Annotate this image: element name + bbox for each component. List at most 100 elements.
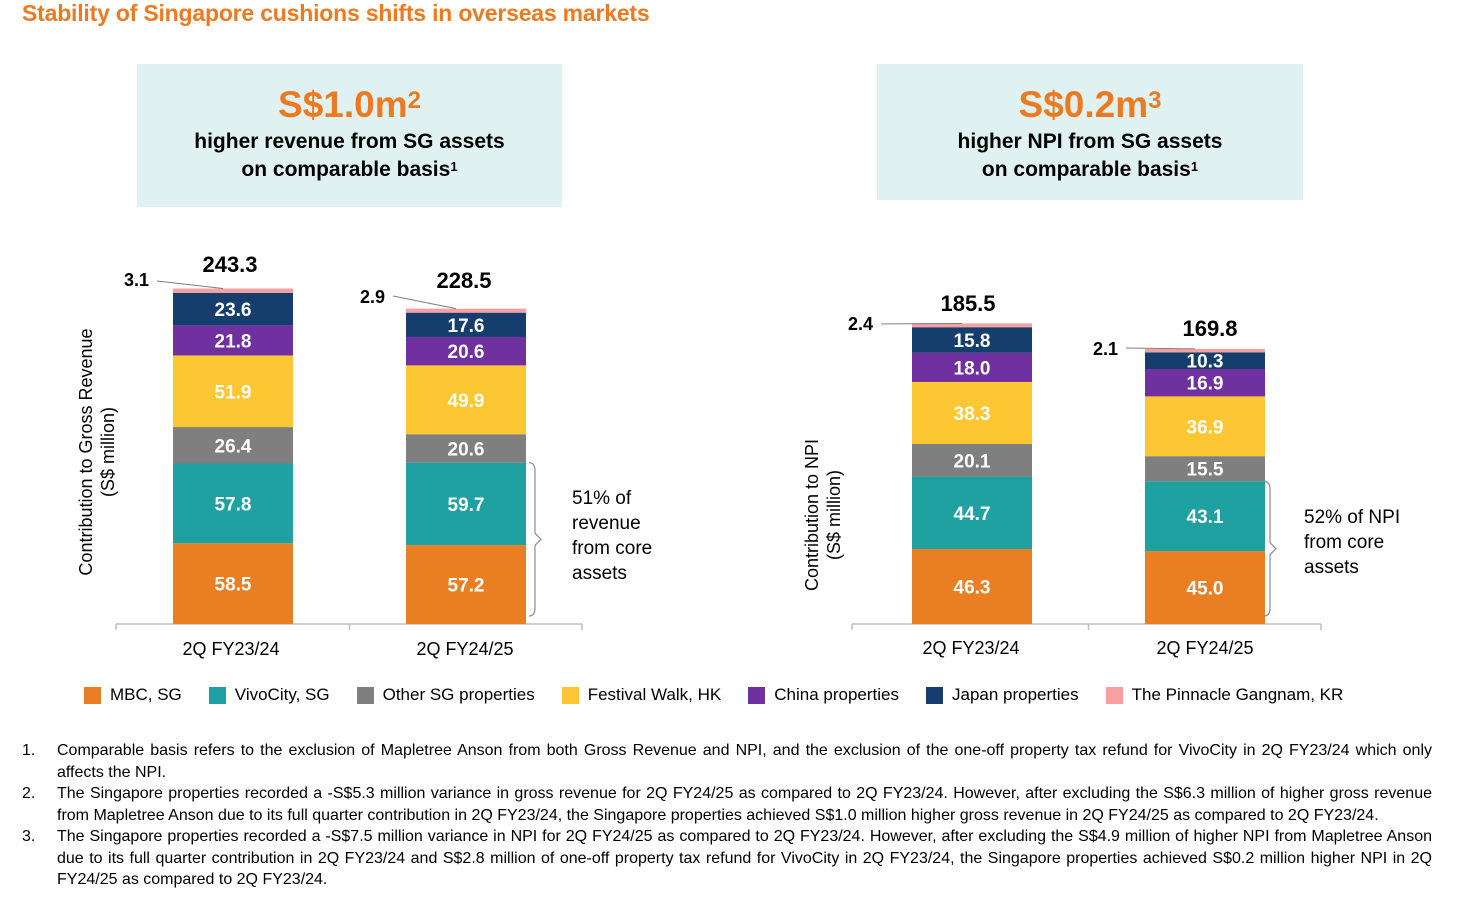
legend-label: China properties (774, 685, 899, 704)
x-category-label: 2Q FY24/25 (1156, 638, 1253, 658)
leader-line (880, 322, 963, 325)
segment-value-label: 20.6 (448, 342, 485, 363)
revenue-amount-footnote-ref: 2 (407, 87, 421, 114)
npi-callout-line1: higher NPI from SG assets (957, 130, 1223, 153)
footnote-2: 2. The Singapore properties recorded a -S… (22, 783, 1432, 826)
footnote-number: 3. (22, 828, 36, 845)
revenue-amount-text: S$1.0m (278, 84, 408, 125)
core-assets-note: from core (572, 538, 652, 559)
segment-value-label: 20.6 (448, 439, 485, 460)
legend-item: Japan properties (925, 685, 1079, 705)
segment-value-label: 38.3 (954, 404, 991, 425)
legend-label: VivoCity, SG (234, 685, 330, 704)
legend-label: Festival Walk, HK (587, 685, 722, 704)
segment-value-label: 18.0 (954, 358, 991, 379)
segment-value-label: 57.2 (448, 576, 485, 597)
bar-segment (1145, 348, 1265, 353)
npi-callout-line2-text: on comparable basis (981, 158, 1191, 181)
leader-line (1125, 347, 1196, 350)
bar-segment (173, 292, 293, 326)
core-assets-note: revenue (572, 513, 641, 534)
leader-line (156, 280, 224, 290)
bar-total-label: 169.8 (1182, 316, 1237, 341)
x-category-label: 2Q FY23/24 (182, 639, 279, 659)
legend-swatch (561, 686, 579, 704)
bar-segment (173, 325, 293, 356)
core-assets-note: assets (572, 563, 627, 584)
bar-segment (173, 288, 293, 293)
bar-segment (406, 312, 526, 337)
segment-value-label: 21.8 (215, 331, 252, 352)
legend-swatch (748, 686, 766, 704)
segment-value-label: 46.3 (954, 577, 991, 598)
revenue-callout: S$1.0m2 higher revenue from SG assets on… (137, 64, 562, 207)
bar-total-label: 243.3 (202, 252, 257, 277)
npi-amount-text: S$0.2m (1018, 84, 1149, 125)
footnote-1: 1. Comparable basis refers to the exclusi… (22, 740, 1432, 783)
bar-segment (1145, 551, 1265, 624)
bar-segment (1145, 369, 1265, 397)
core-assets-note: assets (1304, 557, 1359, 578)
y-axis-title: Contribution to Gross Revenue (S$ million… (76, 328, 118, 575)
bar-segment (173, 355, 293, 428)
bar-segment (173, 463, 293, 544)
core-assets-note: 52% of NPI (1304, 507, 1400, 528)
bar-segment (912, 548, 1032, 624)
segment-value-label: 15.8 (954, 331, 991, 352)
legend-swatch (1105, 686, 1123, 704)
segment-value-label: 15.5 (1187, 460, 1224, 481)
revenue-callout-line2: on comparable basis1 (137, 156, 562, 184)
revenue-callout-line1: higher revenue from SG assets (194, 130, 505, 153)
core-assets-note: 51% of (572, 488, 632, 509)
legend-label: Other SG properties (382, 685, 535, 704)
footnote-text: The Singapore properties recorded a -S$7… (57, 828, 1432, 888)
npi-callout-line2: on comparable basis1 (877, 156, 1303, 184)
core-assets-note: from core (1304, 532, 1384, 553)
segment-value-label: 16.9 (1187, 374, 1224, 395)
x-category-label: 2Q FY23/24 (922, 638, 1019, 658)
bar-segment (1145, 396, 1265, 457)
footnote-3: 3. The Singapore properties recorded a -S… (22, 826, 1432, 891)
y-axis-title-line1: Contribution to Gross Revenue (76, 328, 96, 575)
bar-segment (1145, 481, 1265, 552)
segment-value-label: 59.7 (448, 495, 485, 516)
legend-swatch (208, 686, 226, 704)
top-segment-value-label: 2.1 (1093, 339, 1118, 359)
npi-callout-footnote-ref: 1 (1190, 159, 1199, 174)
footnotes: 1. Comparable basis refers to the exclusi… (22, 740, 1432, 891)
segment-value-label: 26.4 (215, 436, 252, 457)
segment-value-label: 17.6 (448, 316, 485, 337)
legend-label: Japan properties (951, 685, 1079, 704)
segment-value-label: 44.7 (954, 504, 991, 525)
bar-segment (1145, 352, 1265, 370)
segment-value-label: 20.1 (954, 451, 991, 472)
footnote-text: Comparable basis refers to the exclusion… (57, 742, 1432, 781)
charts-canvas: 58.5 57.8 26.4 51.9 21.8 23.6 243.3 3.1 2Q FY23/… (76, 252, 1400, 659)
y-axis-title-line1: Contribution to NPI (802, 439, 822, 591)
legend-item: The Pinnacle Gangnam, KR (1105, 685, 1344, 705)
core-assets-bracket (1263, 480, 1277, 617)
bar-segment (912, 323, 1032, 328)
npi-amount-footnote-ref: 3 (1148, 87, 1162, 114)
footnote-number: 1. (22, 742, 36, 759)
segment-value-label: 43.1 (1187, 507, 1224, 528)
footnote-text: The Singapore properties recorded a -S$5… (57, 785, 1432, 824)
legend-label: The Pinnacle Gangnam, KR (1131, 685, 1344, 704)
legend-item: Festival Walk, HK (561, 685, 722, 705)
footnote-number: 2. (22, 785, 36, 802)
bar-segment (1145, 456, 1265, 482)
bar-segment (912, 352, 1032, 382)
y-axis-title: Contribution to NPI (S$ million) (802, 439, 844, 591)
bar-segment (912, 327, 1032, 353)
legend-swatch (925, 686, 943, 704)
legend-swatch (356, 686, 374, 704)
bar-segment (406, 545, 526, 624)
segment-value-label: 45.0 (1187, 579, 1224, 600)
bar-segment (173, 543, 293, 624)
x-category-label: 2Q FY24/25 (416, 639, 513, 659)
y-axis-title-line2: (S$ million) (98, 407, 118, 497)
bar-segment (406, 462, 526, 546)
legend-item: China properties (748, 685, 899, 705)
legend-item: VivoCity, SG (208, 685, 330, 705)
segment-value-label: 36.9 (1187, 417, 1224, 438)
